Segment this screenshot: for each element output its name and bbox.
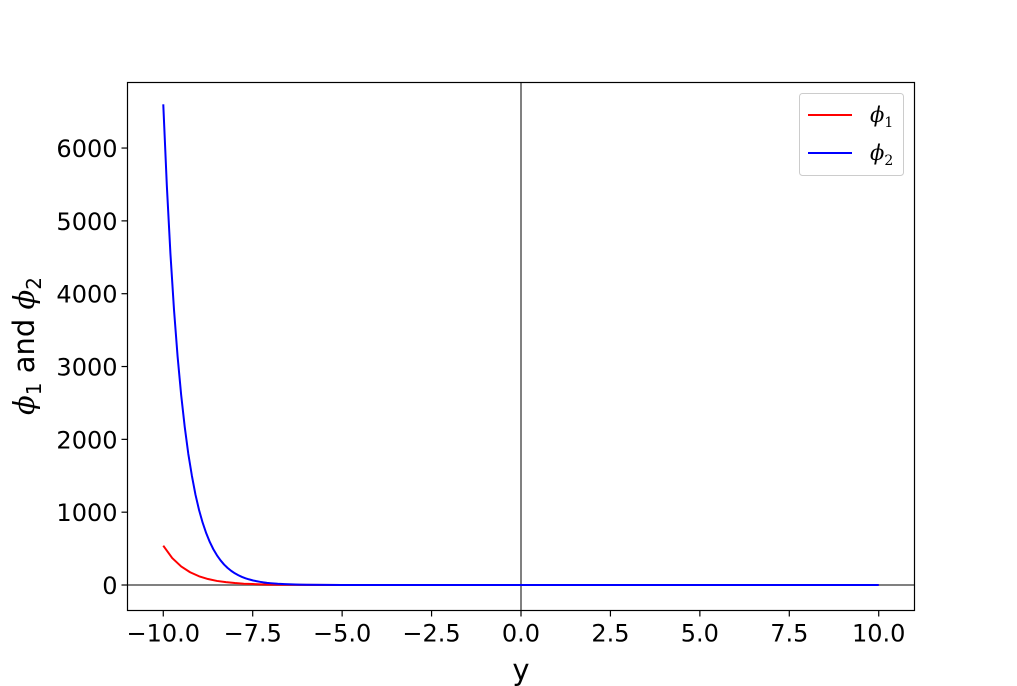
x-tick-label: 2.5 [591, 620, 629, 648]
y-tick-label: 2000 [56, 426, 117, 454]
y-axis-label: ϕ1 and ϕ2 [7, 277, 46, 415]
x-tick-label: 0.0 [502, 620, 540, 648]
x-tick-label: 5.0 [681, 620, 719, 648]
y-axis-label-connector: and [7, 310, 41, 383]
legend-label-phi2: ϕ2 [870, 141, 893, 169]
y-axis-label-subscript-2: 2 [22, 277, 46, 290]
y-tick-label: 5000 [56, 208, 117, 236]
y-axis: 0 1000 2000 3000 4000 5000 6000 [56, 135, 128, 600]
y-tick-label: 6000 [56, 135, 117, 163]
x-tick-label: −10.0 [126, 620, 200, 648]
y-axis-label-symbol-2: ϕ [7, 290, 41, 310]
y-axis-label-symbol-1: ϕ [7, 395, 41, 415]
x-tick-label: 7.5 [770, 620, 808, 648]
x-tick-label: −7.5 [224, 620, 282, 648]
series-layer [162, 104, 879, 587]
y-tick-label: 1000 [56, 499, 117, 527]
series-line-phi2 [162, 104, 879, 587]
y-axis-label-subscript-1: 1 [22, 383, 46, 396]
legend: ϕ1 ϕ2 [799, 93, 904, 176]
x-tick-label: 10.0 [852, 620, 905, 648]
y-tick-label: 3000 [56, 354, 117, 382]
x-axis: −10.0 −7.5 −5.0 −2.5 0.0 2.5 5.0 7.5 10.0 [126, 610, 905, 648]
x-tick-label: −2.5 [402, 620, 460, 648]
x-axis-label: y [512, 653, 529, 686]
legend-label-phi1: ϕ1 [870, 103, 893, 131]
x-tick-label: −5.0 [313, 620, 371, 648]
y-tick-label: 4000 [56, 281, 117, 309]
y-tick-label: 0 [102, 572, 117, 600]
